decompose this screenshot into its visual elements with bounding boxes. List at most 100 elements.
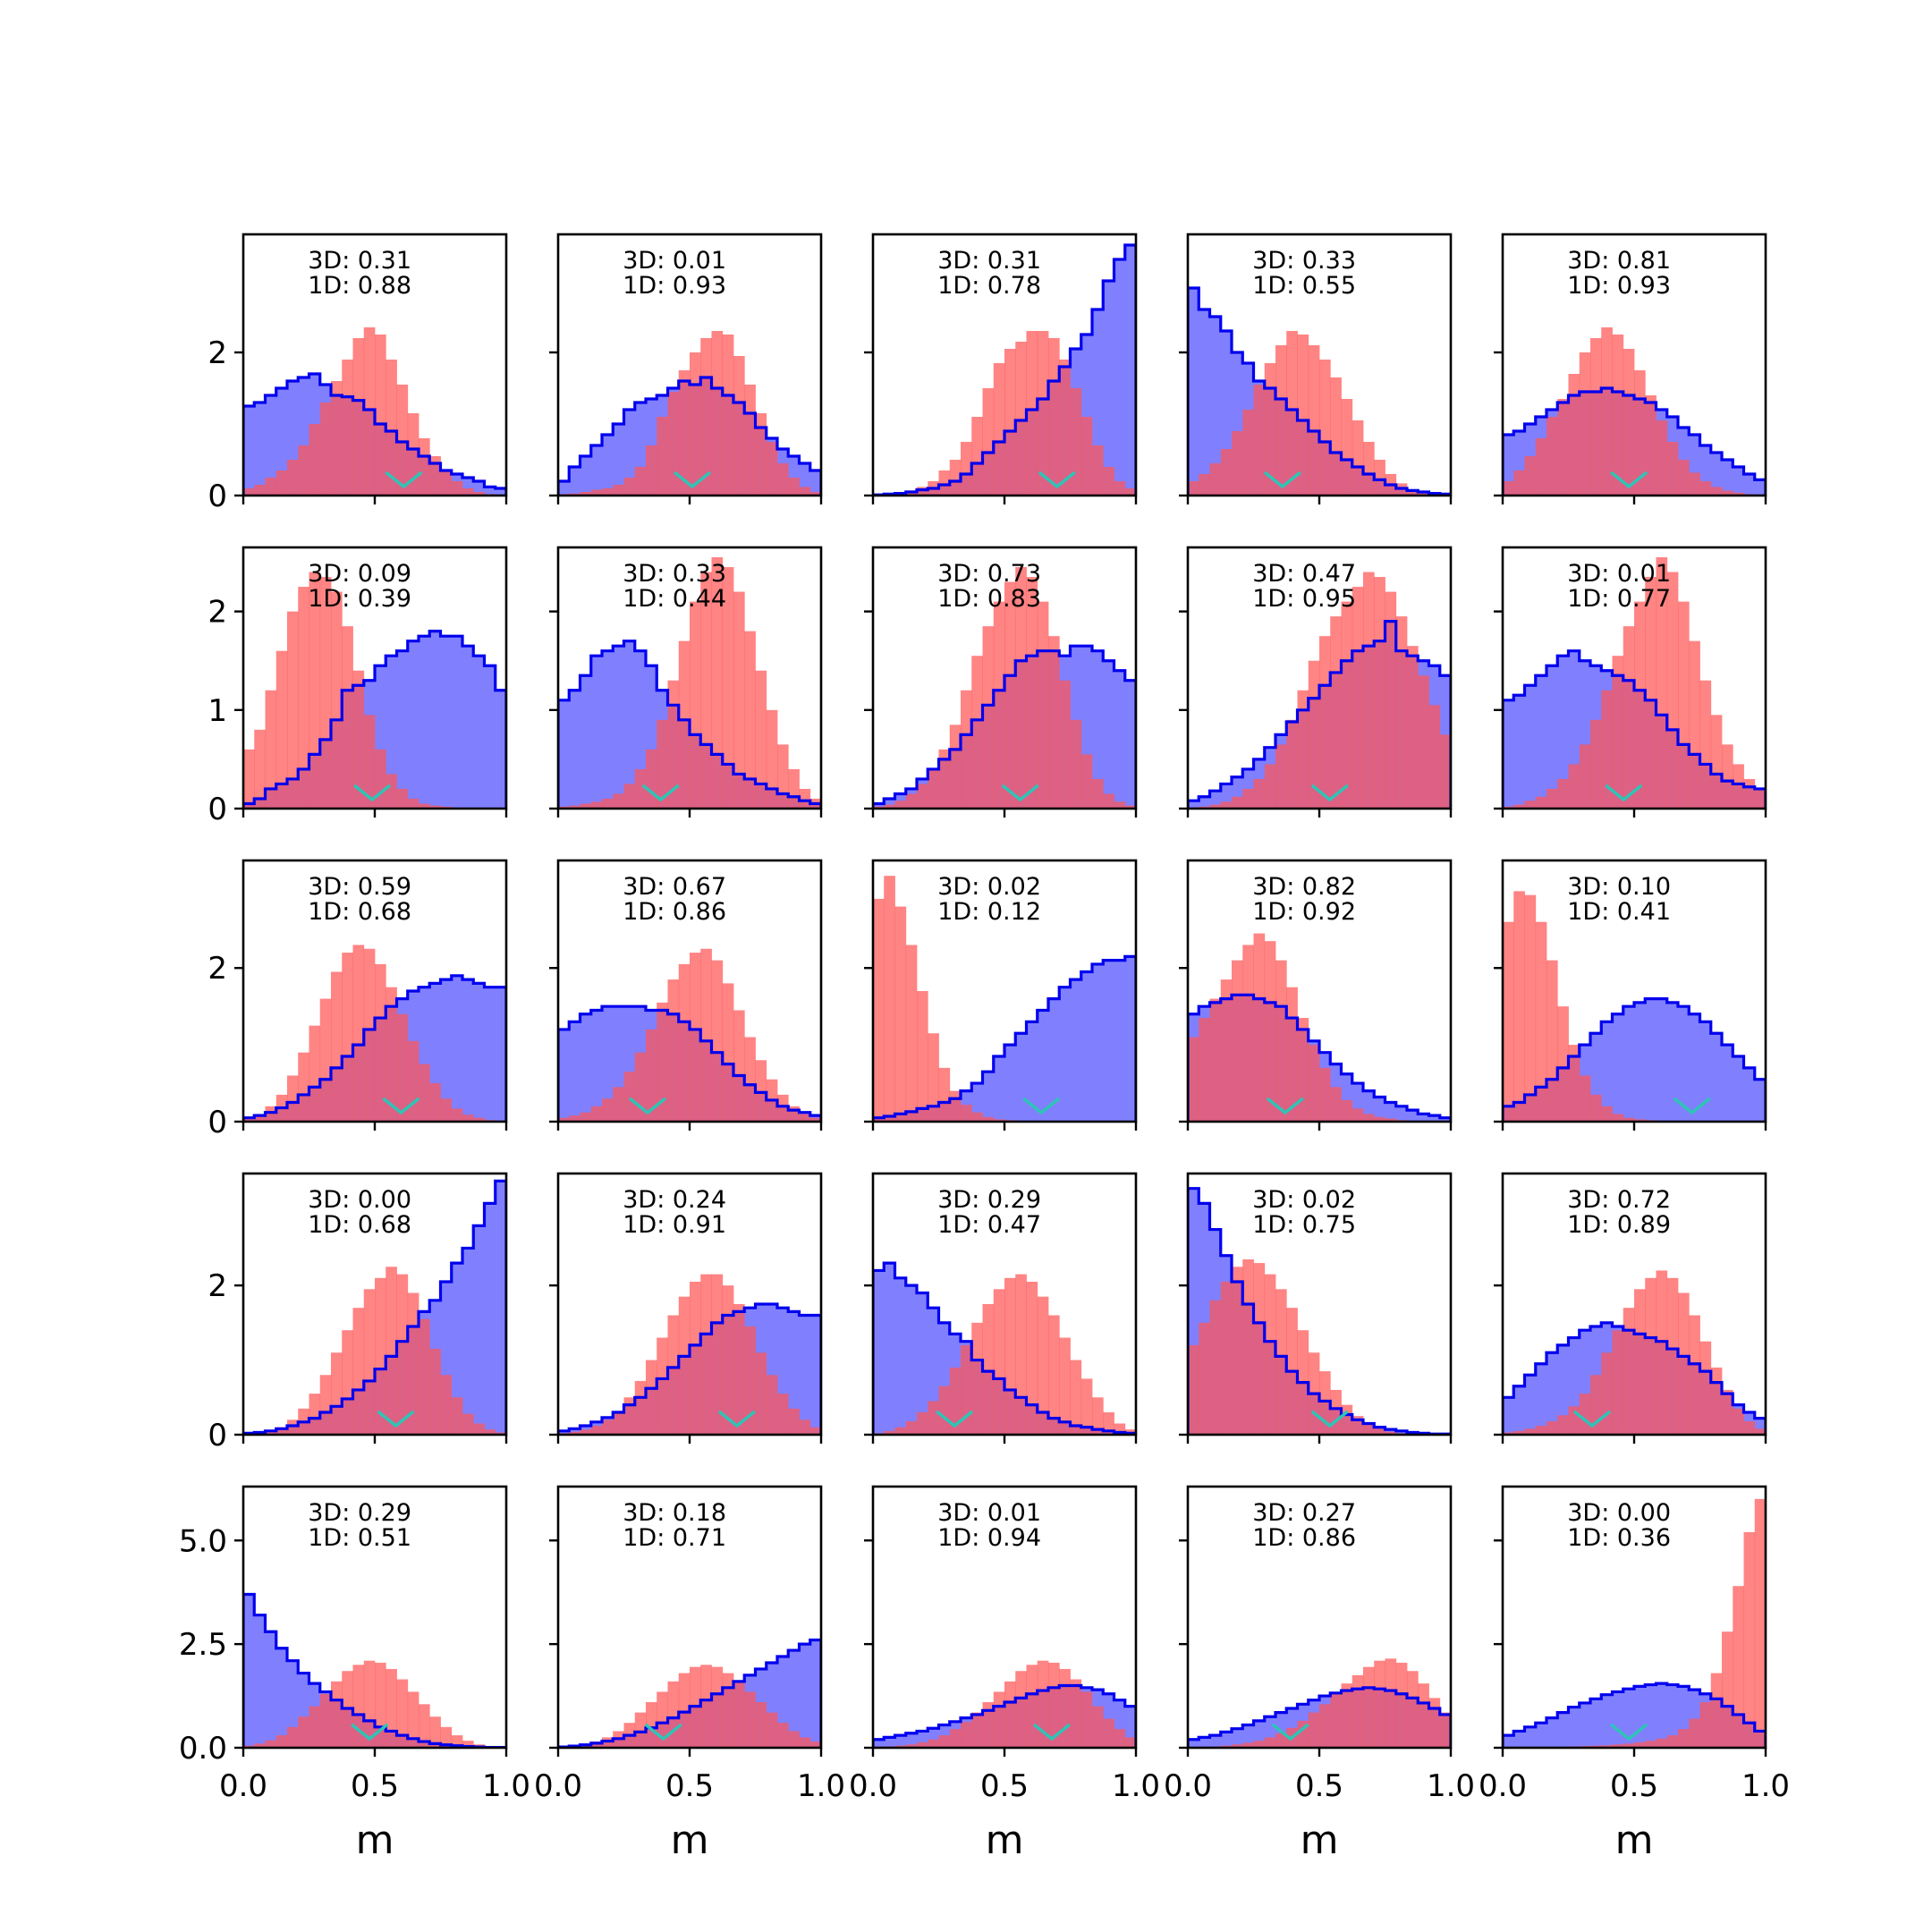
red-hist-bar: [982, 1702, 995, 1748]
red-hist-bar: [602, 1419, 614, 1435]
red-hist-bar: [1199, 1018, 1210, 1122]
red-hist-bar: [788, 1106, 800, 1122]
blue-hist-bar: [1037, 1010, 1049, 1122]
red-hist-bar: [1341, 601, 1353, 809]
red-hist-bar: [961, 1105, 972, 1122]
label-1d: 1D: 0.55: [1252, 272, 1356, 300]
red-hist-bar: [777, 1094, 789, 1122]
red-hist-bar: [396, 1013, 409, 1122]
red-hist-bar: [396, 1679, 409, 1748]
red-hist-bar: [917, 1411, 928, 1435]
x-tick-label: 0.0: [1164, 1768, 1212, 1804]
red-hist-bar: [287, 1419, 299, 1435]
blue-hist-bar: [1026, 1021, 1038, 1122]
marker-chevron: [352, 784, 392, 802]
marker-chevron: [1032, 1723, 1072, 1741]
red-hist-bar: [319, 402, 332, 496]
red-hist-bar: [1004, 349, 1016, 496]
red-hist-bar: [319, 1375, 332, 1435]
red-hist-bar: [1612, 1744, 1624, 1748]
blue-hist-bar: [1209, 317, 1222, 496]
label-3d: 3D: 0.01: [623, 247, 726, 275]
red-hist-bar: [1754, 1428, 1766, 1435]
y-tick-label: 2: [208, 951, 227, 987]
red-hist-bar: [1275, 1289, 1287, 1435]
blue-hist-bar: [1623, 1006, 1635, 1122]
red-hist-bar: [938, 1385, 951, 1435]
red-hist-bar: [1535, 438, 1547, 496]
blue-hist-bar: [1699, 1021, 1712, 1122]
blue-hist-bar: [1070, 979, 1082, 1122]
red-hist-bar: [1297, 1018, 1309, 1122]
label-1d: 1D: 0.51: [308, 1524, 411, 1552]
red-hist-bar: [1601, 1106, 1613, 1122]
panel-plot-area: [1503, 1270, 1766, 1435]
red-hist-bar: [1612, 1114, 1624, 1122]
label-3d: 3D: 0.29: [308, 1499, 411, 1527]
label-3d: 3D: 0.01: [937, 1499, 1041, 1527]
red-hist-bar: [700, 338, 712, 496]
blue-hist-outline: [1503, 1321, 1766, 1435]
red-hist-bar: [1275, 960, 1287, 1122]
panel-plot-area: [873, 1261, 1136, 1435]
red-hist-bar: [777, 463, 789, 496]
red-hist-bar: [755, 670, 767, 809]
x-tick-label: 0.0: [534, 1768, 582, 1804]
blue-hist-bar: [1374, 1097, 1385, 1122]
red-hist-bar: [884, 804, 895, 809]
red-hist-bar: [1363, 1666, 1375, 1748]
red-hist-bar: [1341, 1099, 1353, 1122]
x-tick-label: 0.5: [980, 1768, 1029, 1804]
red-hist-bar: [928, 1739, 939, 1748]
red-hist-bar: [744, 1326, 756, 1435]
marker-chevron: [1038, 470, 1076, 489]
red-hist-bar: [1634, 1741, 1646, 1748]
red-hist-bar: [905, 1744, 918, 1748]
red-hist-bar: [646, 1702, 657, 1748]
red-hist-bar: [1286, 331, 1298, 496]
blue-hist-bar: [1407, 1110, 1419, 1122]
panel-plot-area: [558, 1274, 821, 1435]
red-hist-bar: [1557, 778, 1569, 809]
blue-hist-outline: [558, 1302, 821, 1435]
blue-hist-bar: [1395, 1430, 1408, 1435]
blue-hist-bar: [1439, 1117, 1451, 1122]
x-tick-label: 0.0: [849, 1768, 897, 1804]
blue-hist-bar: [558, 1029, 570, 1122]
x-tick-label: 0.5: [351, 1768, 399, 1804]
red-hist-bar: [1242, 1742, 1254, 1748]
red-hist-bar: [1286, 719, 1298, 809]
blue-hist-bar: [495, 1181, 506, 1435]
label-3d: 3D: 0.10: [1567, 873, 1671, 901]
red-hist-bar: [1579, 744, 1591, 809]
red-hist-bar: [1513, 470, 1525, 496]
red-hist-bar: [1634, 601, 1646, 809]
red-hist-bar: [657, 1691, 668, 1748]
label-1d: 1D: 0.12: [937, 898, 1041, 926]
red-hist-bar: [634, 467, 647, 496]
red-hist-bar: [1546, 1420, 1558, 1435]
red-hist-bar: [331, 971, 343, 1122]
red-hist-bar: [1015, 1671, 1027, 1748]
label-3d: 3D: 0.33: [623, 560, 726, 588]
x-tick-label: 1.0: [1112, 1768, 1160, 1804]
marker-chevron: [1266, 1097, 1304, 1115]
panel-plot-area: [558, 557, 821, 809]
blue-hist-bar: [905, 1285, 918, 1435]
red-hist-bar: [623, 784, 636, 809]
blue-hist-bar: [1634, 1002, 1646, 1122]
red-hist-bar: [993, 1691, 1005, 1748]
red-hist-bar: [657, 719, 668, 809]
red-hist-bar: [580, 492, 592, 496]
red-hist-bar: [1524, 801, 1537, 809]
blue-hist-bar: [1722, 460, 1733, 496]
blue-hist-bar: [1385, 1102, 1397, 1122]
label-1d: 1D: 0.71: [623, 1524, 726, 1552]
red-hist-bar: [971, 656, 983, 809]
red-hist-bar: [440, 1375, 453, 1435]
red-hist-bar: [1374, 1116, 1385, 1122]
